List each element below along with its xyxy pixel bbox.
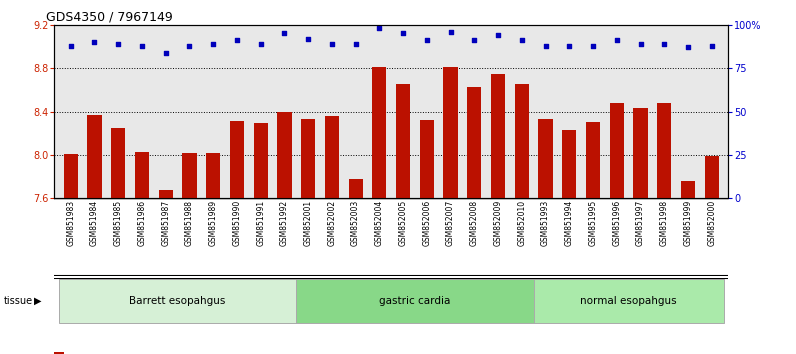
Bar: [301, 119, 315, 198]
Point: [231, 38, 244, 43]
Point: [468, 38, 481, 43]
Text: GDS4350 / 7967149: GDS4350 / 7967149: [46, 11, 173, 24]
Point: [88, 39, 101, 45]
Bar: [54, 352, 64, 354]
Point: [657, 41, 670, 47]
Point: [254, 41, 267, 47]
Point: [207, 41, 220, 47]
Point: [611, 38, 623, 43]
Point: [563, 43, 576, 48]
Bar: [586, 122, 600, 198]
Bar: [277, 112, 291, 198]
Bar: [88, 115, 102, 198]
Point: [587, 43, 599, 48]
Bar: [681, 181, 695, 198]
Bar: [562, 130, 576, 198]
Point: [420, 38, 433, 43]
Bar: [135, 152, 149, 198]
Bar: [230, 121, 244, 198]
Bar: [396, 84, 410, 198]
Point: [444, 29, 457, 35]
Bar: [704, 156, 719, 198]
Point: [135, 43, 148, 48]
Bar: [467, 87, 482, 198]
Bar: [538, 119, 552, 198]
Point: [634, 41, 647, 47]
Point: [705, 43, 718, 48]
Bar: [491, 74, 505, 198]
Point: [64, 43, 77, 48]
Point: [373, 25, 386, 31]
Text: Barrett esopahgus: Barrett esopahgus: [130, 296, 226, 306]
Text: normal esopahgus: normal esopahgus: [580, 296, 677, 306]
Bar: [254, 124, 267, 198]
Bar: [325, 116, 339, 198]
Point: [681, 45, 694, 50]
Bar: [610, 103, 624, 198]
Point: [326, 41, 338, 47]
FancyBboxPatch shape: [533, 279, 724, 323]
Text: tissue: tissue: [4, 296, 33, 306]
Point: [492, 32, 505, 38]
Point: [349, 41, 362, 47]
Point: [302, 36, 314, 41]
Bar: [182, 153, 197, 198]
Bar: [419, 120, 434, 198]
FancyBboxPatch shape: [59, 279, 296, 323]
Bar: [657, 103, 671, 198]
Text: ▶: ▶: [34, 296, 41, 306]
Bar: [443, 67, 458, 198]
Point: [112, 41, 125, 47]
Point: [516, 38, 529, 43]
Point: [539, 43, 552, 48]
Point: [159, 50, 172, 55]
Bar: [349, 179, 363, 198]
Bar: [634, 108, 648, 198]
FancyBboxPatch shape: [296, 279, 533, 323]
Text: gastric cardia: gastric cardia: [379, 296, 451, 306]
Point: [396, 31, 409, 36]
Bar: [206, 153, 220, 198]
Bar: [373, 67, 387, 198]
Bar: [515, 84, 529, 198]
Bar: [64, 154, 78, 198]
Bar: [111, 128, 125, 198]
Point: [278, 31, 291, 36]
Bar: [158, 190, 173, 198]
Point: [183, 43, 196, 48]
